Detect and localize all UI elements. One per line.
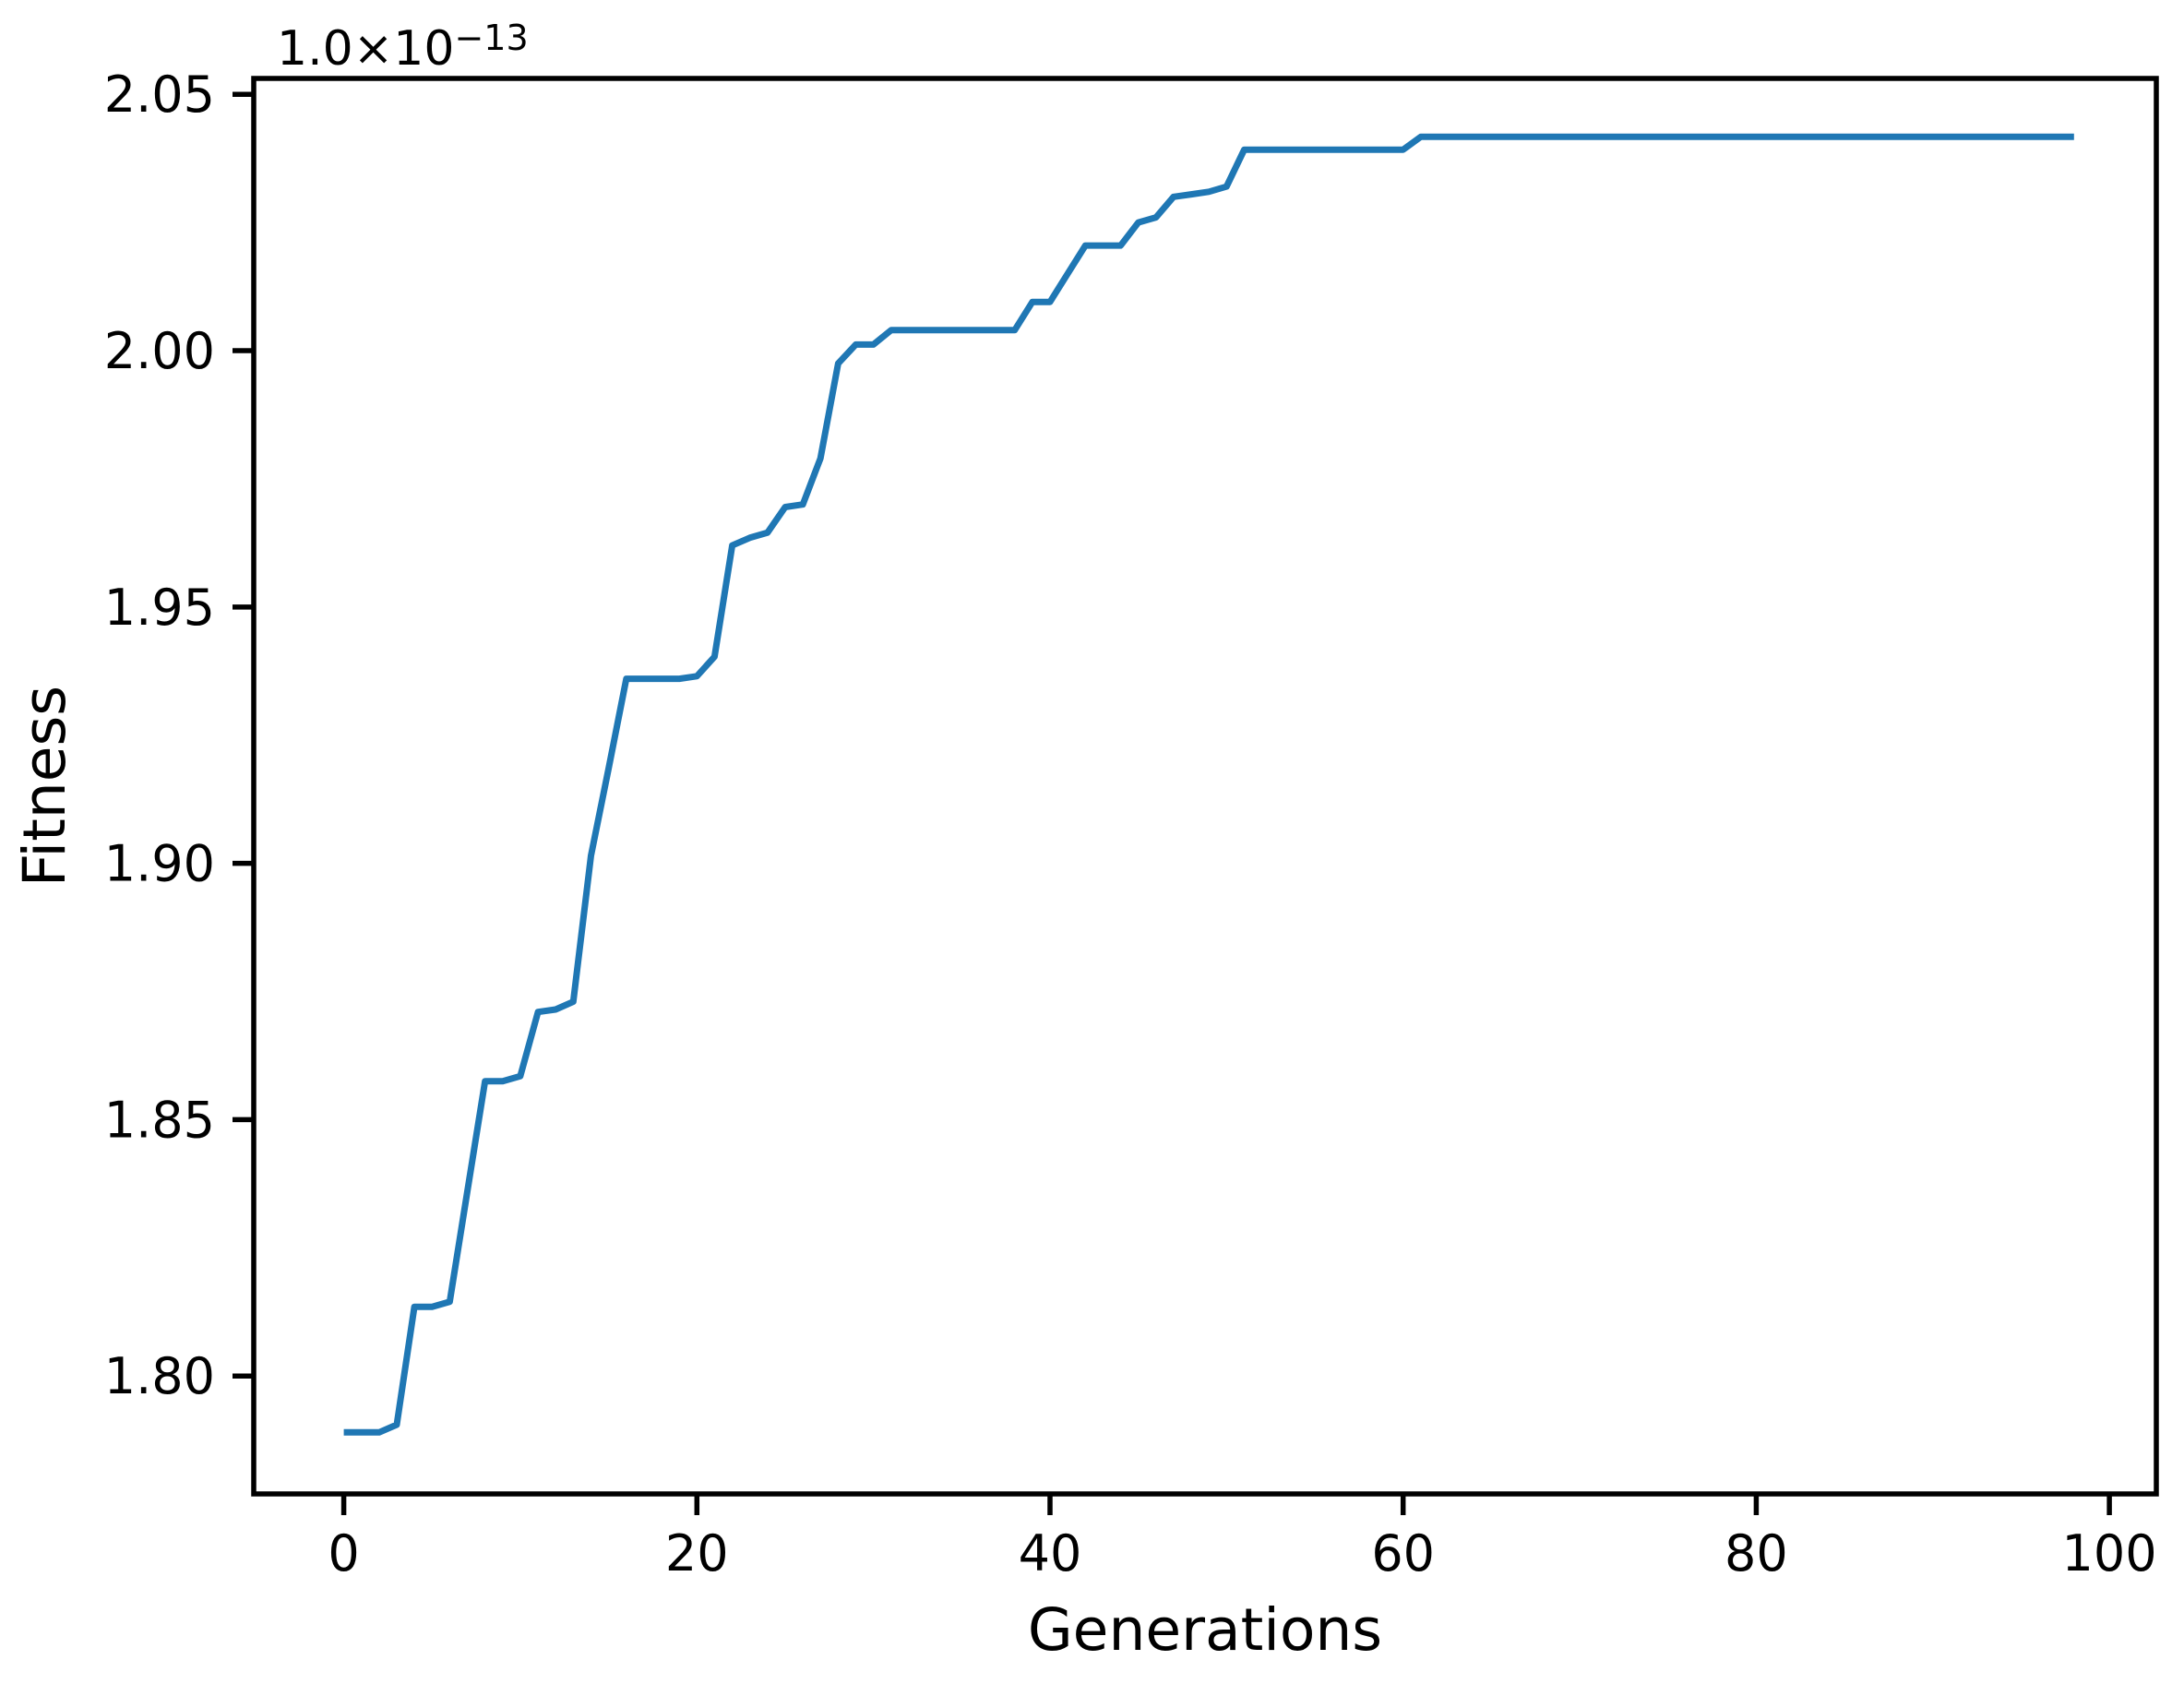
x-axis-label: Generations xyxy=(1028,1596,1382,1664)
y-tick-label: 1.95 xyxy=(104,579,215,637)
plot-frame xyxy=(251,76,2159,1497)
x-tick-label: 60 xyxy=(1371,1524,1435,1582)
offset-exponent: −13 xyxy=(454,18,528,58)
x-tick-label: 20 xyxy=(665,1524,729,1582)
y-tick-label: 2.05 xyxy=(104,66,215,124)
y-tick-label: 2.00 xyxy=(104,322,215,380)
x-tick-label: 100 xyxy=(2062,1524,2157,1582)
x-tick-label: 40 xyxy=(1019,1524,1082,1582)
y-tick-label: 1.85 xyxy=(104,1091,215,1149)
y-tick-label: 1.80 xyxy=(104,1347,215,1405)
x-axis: 0 20 40 60 80 100 xyxy=(328,1494,2157,1582)
y-axis-label: Fitness xyxy=(11,686,78,887)
y-tick-label: 1.90 xyxy=(104,835,215,893)
x-tick-label: 0 xyxy=(328,1524,359,1582)
fitness-line-series xyxy=(343,133,2074,1436)
y-axis-offset-text: 1.0×10−13 xyxy=(277,18,529,77)
offset-base: 1.0×10 xyxy=(277,21,454,77)
x-tick-label: 80 xyxy=(1725,1524,1788,1582)
y-axis: 1.80 1.85 1.90 1.95 2.00 2.05 xyxy=(104,66,254,1405)
